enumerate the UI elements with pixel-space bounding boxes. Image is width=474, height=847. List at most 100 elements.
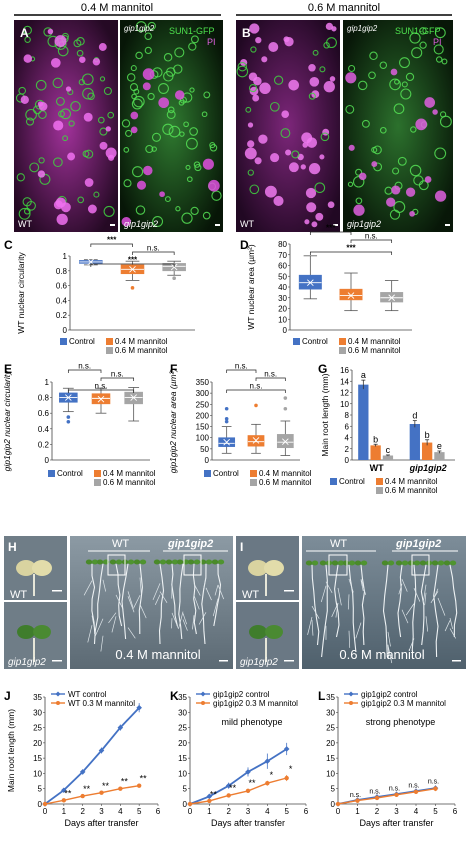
y-tick-label: 50	[200, 445, 209, 454]
significance-label: n.s.	[95, 382, 108, 391]
y-tick-label: 5	[183, 785, 188, 794]
nucleus	[259, 135, 267, 143]
y-tick-label: 35	[33, 693, 42, 702]
scale-bar	[215, 224, 220, 226]
legend-label-m06: 0.6 M mannitol	[115, 346, 168, 355]
wt-label-b: WT	[240, 219, 254, 229]
legend-label-m04: 0.4 M mannitol	[103, 469, 156, 478]
significance-letter: d	[412, 411, 417, 421]
y-axis-label: Main root length (mm)	[320, 373, 330, 456]
legend-label-control: Control	[213, 469, 239, 478]
data-point	[433, 787, 437, 791]
x-tick-label: 2	[375, 807, 380, 816]
cotyledon	[332, 561, 338, 566]
nucleus	[303, 143, 307, 147]
x-tick-label: 4	[414, 807, 419, 816]
y-tick-label: 30	[178, 708, 187, 717]
cotyledon	[414, 561, 420, 566]
nucleus	[21, 96, 28, 103]
series-line	[45, 708, 139, 804]
y-tick-label: 6	[345, 422, 350, 431]
y-tick-label: 30	[33, 708, 42, 717]
nucleus	[326, 23, 332, 29]
panel-label-j: J	[4, 689, 11, 703]
panel-label-i: I	[240, 540, 243, 554]
y-tick-label: 2	[345, 445, 350, 454]
legend-label-m06: 0.6 M mannitol	[348, 346, 401, 355]
data-point	[246, 789, 250, 793]
y-tick-label: 0	[205, 456, 210, 465]
h-inset-mutant-label: gip1gip2	[8, 657, 46, 668]
y-tick-label: 40	[278, 283, 287, 292]
significance-label: n.s.	[111, 370, 124, 379]
cotyledon	[249, 625, 267, 639]
legend-label-control: Control	[57, 469, 83, 478]
cotyledon	[444, 561, 450, 566]
nucleus	[131, 112, 138, 119]
nucleus	[84, 113, 92, 121]
mutant-label-b: gip1gip2	[347, 24, 378, 33]
x-tick-label: 1	[355, 807, 360, 816]
legend-label-m06: 0.6 M mannitol	[385, 486, 438, 495]
y-tick-label: 0.8	[56, 267, 68, 276]
y-axis-label: gip1gip2 nuclear area (µm²)	[168, 369, 178, 474]
x-tick-label: 3	[99, 807, 104, 816]
nucleus	[289, 80, 299, 90]
nucleus	[309, 65, 315, 71]
cotyledon	[396, 561, 402, 566]
nucleus	[316, 213, 323, 220]
micrograph-b-mutant	[343, 20, 453, 232]
y-tick-label: 300	[196, 389, 210, 398]
significance-label: **	[102, 781, 110, 791]
nucleus	[106, 127, 110, 131]
y-tick-label: 5	[38, 785, 43, 794]
significance-label: *	[289, 764, 293, 774]
cotyledon	[188, 560, 194, 565]
y-tick-label: 50	[278, 272, 287, 281]
cotyledon	[128, 560, 134, 565]
cotyledon	[355, 561, 361, 566]
x-tick-label: 5	[284, 807, 289, 816]
x-tick-label: 6	[156, 807, 161, 816]
y-tick-label: 8	[345, 411, 350, 420]
y-tick-label: 10	[326, 769, 335, 778]
data-point	[188, 802, 192, 806]
significance-label: **	[140, 773, 148, 783]
x-tick-label: 1	[207, 807, 212, 816]
nucleus	[245, 148, 256, 159]
channel-label-pi-a: PI	[207, 37, 216, 47]
x-tick-label: 2	[226, 807, 231, 816]
data-point	[137, 783, 141, 787]
bar	[358, 385, 368, 460]
significance-letter: a	[361, 370, 366, 380]
panel-label-h: H	[8, 540, 17, 554]
cotyledon	[388, 561, 394, 566]
significance-letter: b	[373, 434, 378, 444]
x-tick-label: 0	[188, 807, 193, 816]
i-plate-mutant-label: gip1gip2	[395, 538, 441, 550]
box	[277, 434, 293, 447]
outlier	[225, 407, 229, 411]
micrograph-b-wt	[236, 20, 340, 232]
significance-label: ***	[107, 236, 117, 245]
significance-label: **	[210, 789, 218, 799]
mutant-label-a: gip1gip2	[124, 24, 155, 33]
significance-label: n.s.	[350, 792, 361, 799]
outlier	[172, 276, 176, 280]
nucleus	[256, 38, 261, 43]
y-tick-label: 20	[326, 739, 335, 748]
cotyledon	[134, 560, 140, 565]
y-tick-label: 25	[326, 724, 335, 733]
nucleus	[38, 171, 44, 177]
nucleus	[253, 95, 259, 101]
nucleus	[54, 201, 62, 209]
nucleus	[271, 154, 279, 162]
x-tick-label: 1	[62, 807, 67, 816]
cotyledon	[438, 561, 444, 566]
legend-swatch-m04	[376, 478, 383, 485]
nucleus	[425, 98, 435, 108]
nucleus	[100, 142, 107, 149]
cotyledon	[450, 561, 456, 566]
y-tick-label: 0	[63, 326, 68, 335]
